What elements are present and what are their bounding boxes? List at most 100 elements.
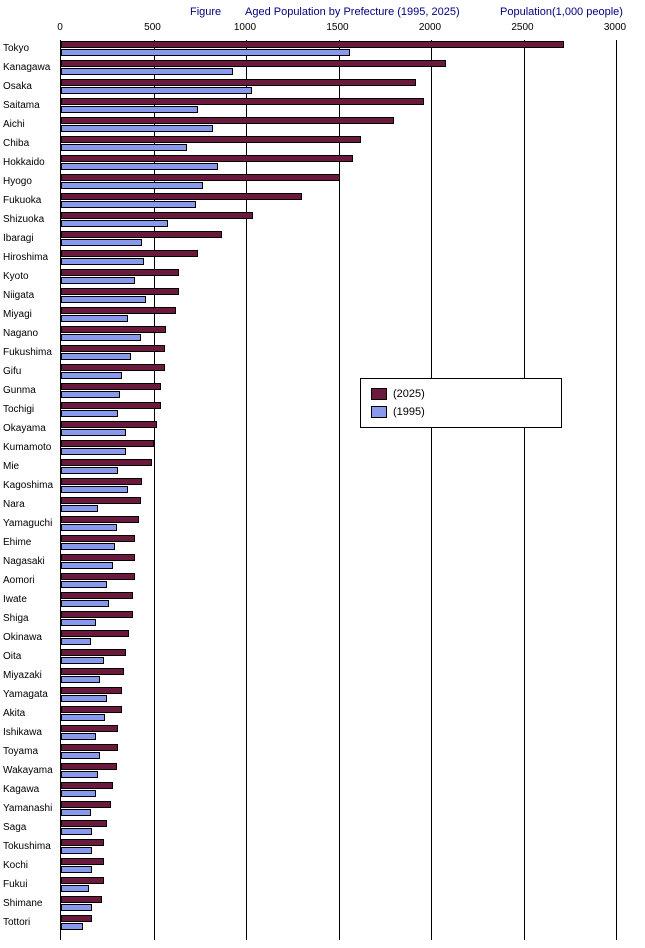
y-label: Kochi (3, 860, 57, 871)
chart-row: Tottori (61, 914, 616, 933)
bar-2025 (61, 478, 142, 485)
bar-1995 (61, 714, 105, 721)
y-label: Nagano (3, 328, 57, 339)
bar-1995 (61, 790, 96, 797)
y-label: Osaka (3, 81, 57, 92)
y-label: Aomori (3, 575, 57, 586)
bar-1995 (61, 182, 203, 189)
chart-row: Nara (61, 496, 616, 515)
bar-1995 (61, 258, 144, 265)
y-label: Akita (3, 708, 57, 719)
bar-2025 (61, 535, 135, 542)
chart-row: Nagano (61, 325, 616, 344)
y-label: Yamanashi (3, 803, 57, 814)
bar-1995 (61, 87, 252, 94)
bar-2025 (61, 858, 104, 865)
chart-row: Fukui (61, 876, 616, 895)
bar-1995 (61, 847, 92, 854)
y-label: Fukui (3, 879, 57, 890)
bar-1995 (61, 296, 146, 303)
bar-1995 (61, 220, 168, 227)
bar-2025 (61, 364, 165, 371)
bar-2025 (61, 117, 394, 124)
y-label: Tokyo (3, 43, 57, 54)
chart-row: Shiga (61, 610, 616, 629)
y-label: Tochigi (3, 404, 57, 415)
bar-2025 (61, 782, 113, 789)
y-label: Kanagawa (3, 62, 57, 73)
bar-1995 (61, 923, 83, 930)
bar-1995 (61, 581, 107, 588)
bar-2025 (61, 573, 135, 580)
chart-row: Tokushima (61, 838, 616, 857)
legend-item: (2025) (371, 385, 551, 403)
bar-1995 (61, 638, 91, 645)
bar-1995 (61, 505, 98, 512)
bar-2025 (61, 687, 122, 694)
x-axis: 050010001500200025003000 (60, 22, 615, 38)
bar-1995 (61, 904, 92, 911)
y-label: Iwate (3, 594, 57, 605)
legend-swatch (371, 388, 387, 400)
chart-row: Niigata (61, 287, 616, 306)
y-label: Kagawa (3, 784, 57, 795)
y-label: Ehime (3, 537, 57, 548)
bar-2025 (61, 630, 129, 637)
bar-1995 (61, 106, 198, 113)
bar-2025 (61, 79, 416, 86)
y-label: Toyama (3, 746, 57, 757)
bar-1995 (61, 600, 109, 607)
y-label: Okinawa (3, 632, 57, 643)
bar-2025 (61, 269, 179, 276)
bar-1995 (61, 239, 142, 246)
chart-row: Oita (61, 648, 616, 667)
y-label: Ishikawa (3, 727, 57, 738)
chart-row: Aomori (61, 572, 616, 591)
bar-1995 (61, 68, 233, 75)
y-label: Shizuoka (3, 214, 57, 225)
x-tick-label: 1500 (326, 22, 348, 33)
bar-1995 (61, 410, 118, 417)
chart-title-main: Aged Population by Prefecture (1995, 202… (245, 6, 460, 18)
bar-2025 (61, 193, 302, 200)
legend-swatch (371, 406, 387, 418)
x-tick-label: 2500 (511, 22, 533, 33)
chart-row: Hokkaido (61, 154, 616, 173)
bar-2025 (61, 725, 118, 732)
chart-title-figure: Figure (190, 6, 221, 18)
bar-2025 (61, 421, 157, 428)
bar-2025 (61, 763, 117, 770)
legend-label: (1995) (393, 406, 425, 418)
bar-2025 (61, 706, 122, 713)
legend: (2025) (1995) (360, 378, 562, 428)
bar-2025 (61, 383, 161, 390)
y-label: Miyazaki (3, 670, 57, 681)
chart-row: Kumamoto (61, 439, 616, 458)
x-tick-label: 0 (57, 22, 63, 33)
legend-label: (2025) (393, 388, 425, 400)
bar-1995 (61, 733, 96, 740)
y-label: Miyagi (3, 309, 57, 320)
bar-2025 (61, 839, 104, 846)
chart-row: Fukushima (61, 344, 616, 363)
chart-row: Miyazaki (61, 667, 616, 686)
y-label: Gifu (3, 366, 57, 377)
plot-area: TokyoKanagawaOsakaSaitamaAichiChibaHokka… (60, 40, 616, 940)
bar-2025 (61, 744, 118, 751)
chart-row: Ibaragi (61, 230, 616, 249)
y-label: Chiba (3, 138, 57, 149)
gridline (616, 40, 617, 940)
bar-1995 (61, 657, 104, 664)
bar-1995 (61, 448, 126, 455)
bar-2025 (61, 212, 253, 219)
y-label: Gunma (3, 385, 57, 396)
y-label: Kumamoto (3, 442, 57, 453)
bar-2025 (61, 915, 92, 922)
bar-1995 (61, 372, 122, 379)
x-tick-label: 3000 (604, 22, 626, 33)
bar-1995 (61, 828, 92, 835)
x-tick-label: 500 (144, 22, 161, 33)
bar-1995 (61, 49, 350, 56)
chart-container: Figure Aged Population by Prefecture (19… (0, 0, 645, 948)
chart-row: Okinawa (61, 629, 616, 648)
